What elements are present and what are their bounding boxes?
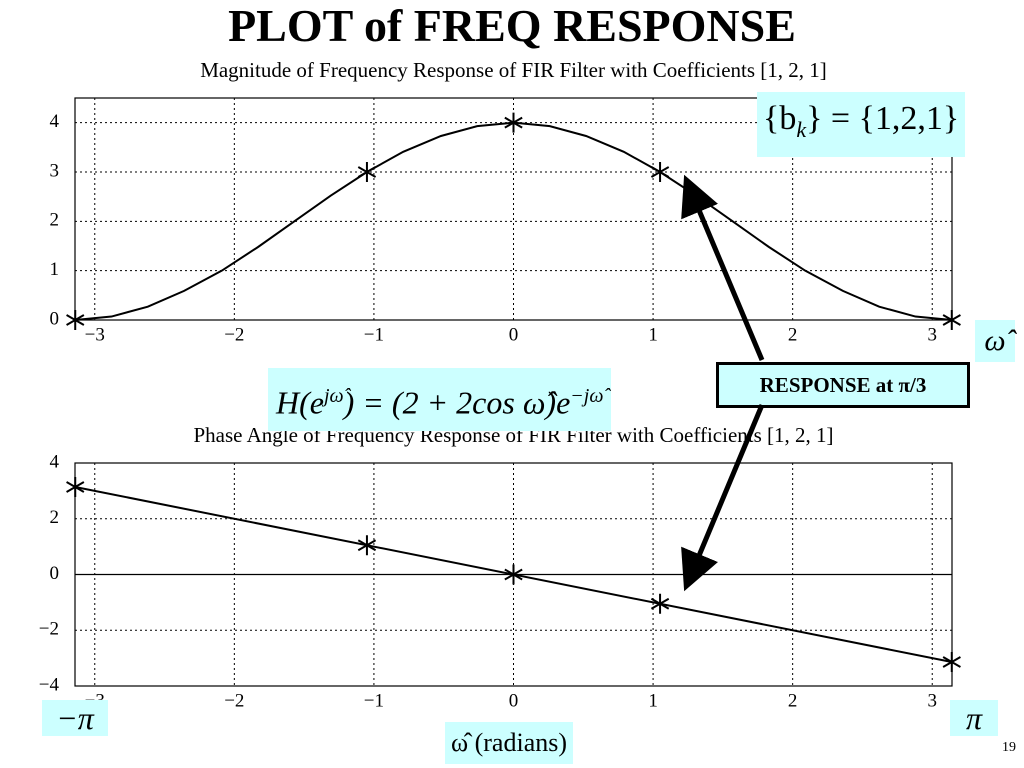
plot-frame bbox=[74, 462, 953, 687]
annotation-sub: k bbox=[796, 116, 807, 142]
formula-part: H(e bbox=[276, 384, 324, 421]
formula: H(ejω̂) = (2 + 2cos ω̂)e−jω̂ bbox=[268, 368, 612, 431]
annotation-part: {b bbox=[763, 100, 797, 137]
y-tick-label: 2 bbox=[50, 210, 60, 231]
formula-sup: jω̂ bbox=[323, 385, 344, 407]
y-tick-label: 0 bbox=[50, 563, 60, 584]
marker bbox=[504, 112, 523, 133]
annotation: −π bbox=[42, 700, 108, 736]
x-tick-label: −1 bbox=[364, 324, 384, 345]
marker bbox=[504, 564, 523, 585]
x-axis-label: ω̂ bbox=[975, 320, 1015, 362]
y-tick-label: 3 bbox=[50, 160, 60, 181]
annotation-part: } = {1,2,1} bbox=[806, 100, 960, 137]
marker bbox=[942, 652, 961, 673]
marker bbox=[66, 476, 85, 497]
x-tick-label: 1 bbox=[648, 690, 658, 711]
x-tick-label: 0 bbox=[509, 690, 519, 711]
y-tick-label: 4 bbox=[50, 451, 60, 472]
marker bbox=[66, 310, 85, 330]
x-tick-label: −1 bbox=[364, 690, 384, 711]
x-tick-label: −2 bbox=[224, 690, 244, 711]
x-tick-label: 3 bbox=[927, 690, 937, 711]
annotation: π bbox=[950, 700, 998, 736]
formula-part: ) = (2 + 2cos ω̂)e bbox=[343, 384, 571, 421]
marker bbox=[650, 162, 670, 182]
x-tick-label: 1 bbox=[648, 324, 658, 345]
callout: RESPONSE at π/3 bbox=[716, 362, 970, 408]
y-tick-label: 0 bbox=[50, 308, 60, 329]
page-number: 19 bbox=[1002, 740, 1016, 755]
marker bbox=[942, 310, 961, 330]
chart-title: Magnitude of Frequency Response of FIR F… bbox=[200, 58, 827, 82]
x-tick-label: 2 bbox=[788, 324, 798, 345]
y-tick-label: 1 bbox=[50, 259, 60, 280]
y-tick-label: 2 bbox=[50, 507, 60, 528]
x-tick-label: 3 bbox=[927, 324, 937, 345]
y-tick-label: 4 bbox=[50, 111, 60, 132]
marker bbox=[357, 162, 377, 182]
x-tick-label: 2 bbox=[788, 690, 798, 711]
y-tick-label: −4 bbox=[39, 674, 60, 695]
x-tick-label: −2 bbox=[224, 324, 244, 345]
x-axis-label: ω̂ (radians) bbox=[445, 722, 574, 764]
plot-frame bbox=[74, 97, 953, 321]
marker bbox=[357, 535, 377, 556]
x-tick-label: −3 bbox=[85, 324, 105, 345]
marker bbox=[650, 593, 670, 614]
formula-sup: −jω̂ bbox=[570, 385, 604, 407]
y-tick-label: −2 bbox=[39, 619, 59, 640]
slide-title: PLOT of FREQ RESPONSE bbox=[228, 0, 796, 51]
coeff-annotation: {bk} = {1,2,1} bbox=[757, 92, 966, 157]
x-tick-label: 0 bbox=[509, 324, 519, 345]
